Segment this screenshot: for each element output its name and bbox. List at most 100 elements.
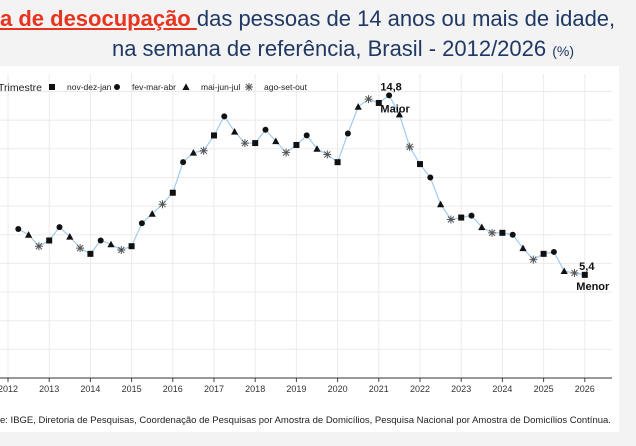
circle-marker — [56, 224, 63, 231]
circle-marker — [550, 248, 557, 255]
triangle-marker — [148, 210, 156, 217]
triangle-marker — [354, 103, 362, 110]
square-marker — [417, 161, 423, 168]
square-marker — [169, 189, 176, 196]
x-tick-label: 2020 — [328, 384, 348, 394]
annotation-label: Menor — [576, 281, 610, 293]
source-note: e: IBGE, Diretoria de Pesquisas, Coorden… — [0, 415, 611, 426]
title-highlight: a de desocupação — [0, 6, 197, 31]
data-point — [323, 150, 332, 159]
square-marker — [87, 250, 94, 257]
asterisk-marker — [199, 146, 208, 155]
x-tick-label: 2021 — [369, 384, 389, 394]
triangle-marker — [66, 233, 74, 240]
circle-marker — [138, 220, 145, 227]
data-point — [529, 255, 538, 264]
data-point — [221, 113, 228, 120]
triangle-marker — [437, 200, 445, 208]
data-point — [375, 99, 382, 106]
annotation-value: 5,4 — [579, 261, 595, 273]
x-tick-label: 2023 — [451, 384, 471, 394]
circle-marker — [509, 231, 516, 238]
data-point — [117, 246, 126, 255]
triangle-marker — [182, 83, 190, 90]
triangle-marker — [519, 244, 527, 252]
circle-marker — [221, 113, 228, 120]
data-point — [313, 145, 321, 152]
data-point — [252, 140, 259, 147]
x-tick-label: 2022 — [410, 384, 430, 394]
circle-marker — [180, 159, 187, 166]
data-point — [34, 242, 43, 251]
asterisk-marker — [446, 215, 455, 224]
asterisk-marker — [405, 142, 414, 151]
triangle-marker — [272, 137, 280, 145]
x-tick-label: 2018 — [245, 384, 265, 394]
square-marker — [293, 141, 300, 148]
legend-item-mai-jun-jul: mai-jun-jul — [182, 82, 240, 92]
data-point — [364, 95, 373, 104]
data-point — [211, 132, 217, 139]
triangle-marker — [25, 231, 33, 238]
square-marker — [211, 132, 217, 139]
circle-marker — [114, 84, 120, 90]
x-tick-label: 2017 — [204, 384, 224, 394]
circle-marker — [262, 126, 269, 133]
circle-marker — [97, 237, 104, 244]
data-point — [231, 128, 239, 135]
triangle-marker — [189, 149, 197, 156]
legend-label: nov-dez-jan — [67, 82, 112, 92]
data-point — [189, 149, 197, 156]
circle-marker — [468, 212, 475, 219]
data-point — [458, 214, 465, 221]
asterisk-marker — [117, 246, 126, 255]
data-point — [488, 228, 497, 237]
square-marker — [334, 159, 341, 166]
square-marker — [46, 237, 53, 244]
data-point — [169, 189, 176, 196]
data-point — [344, 130, 351, 137]
title-line-1-rest: das pessoas de 14 anos ou mais de idade, — [196, 6, 616, 31]
data-point — [293, 141, 300, 148]
data-point — [199, 146, 208, 155]
data-point — [56, 224, 63, 231]
legend-item-ago-set-out: ago-set-out — [245, 82, 308, 92]
data-point — [282, 148, 291, 157]
data-point — [468, 212, 475, 219]
data-point — [25, 231, 33, 238]
triangle-marker — [395, 110, 403, 118]
circle-marker — [15, 226, 22, 233]
x-tick-label: 2012 — [0, 384, 18, 394]
data-point — [97, 237, 104, 244]
asterisk-marker — [488, 228, 497, 237]
data-point — [446, 215, 455, 224]
data-point — [272, 137, 280, 145]
x-tick-label: 2014 — [80, 384, 100, 394]
data-point — [334, 159, 341, 166]
data-point — [405, 142, 414, 151]
asterisk-marker — [529, 255, 538, 264]
asterisk-marker — [240, 139, 249, 148]
triangle-marker — [231, 128, 239, 135]
annotation-label: Maior — [380, 103, 410, 115]
legend-label: ago-set-out — [264, 82, 308, 92]
triangle-marker — [560, 267, 568, 275]
x-tick-label: 2016 — [163, 384, 183, 394]
square-marker — [499, 229, 506, 236]
asterisk-marker — [282, 148, 291, 157]
title-line-2: na semana de referência, Brasil - 2012/2… — [0, 36, 636, 62]
x-tick-label: 2015 — [122, 384, 142, 394]
legend: Trimestre nov-dez-jan fev-mar-abr mai-jun-j… — [0, 82, 308, 94]
asterisk-marker — [76, 244, 85, 253]
data-point — [427, 174, 434, 181]
x-tick-label: 2013 — [39, 384, 59, 394]
triangle-marker — [107, 240, 115, 248]
data-point — [87, 250, 94, 257]
square-marker — [375, 99, 382, 106]
data-point — [66, 233, 74, 240]
data-point — [570, 268, 579, 277]
x-tick-label: 2026 — [575, 384, 595, 394]
data-point — [158, 200, 167, 209]
data-point — [76, 244, 85, 253]
